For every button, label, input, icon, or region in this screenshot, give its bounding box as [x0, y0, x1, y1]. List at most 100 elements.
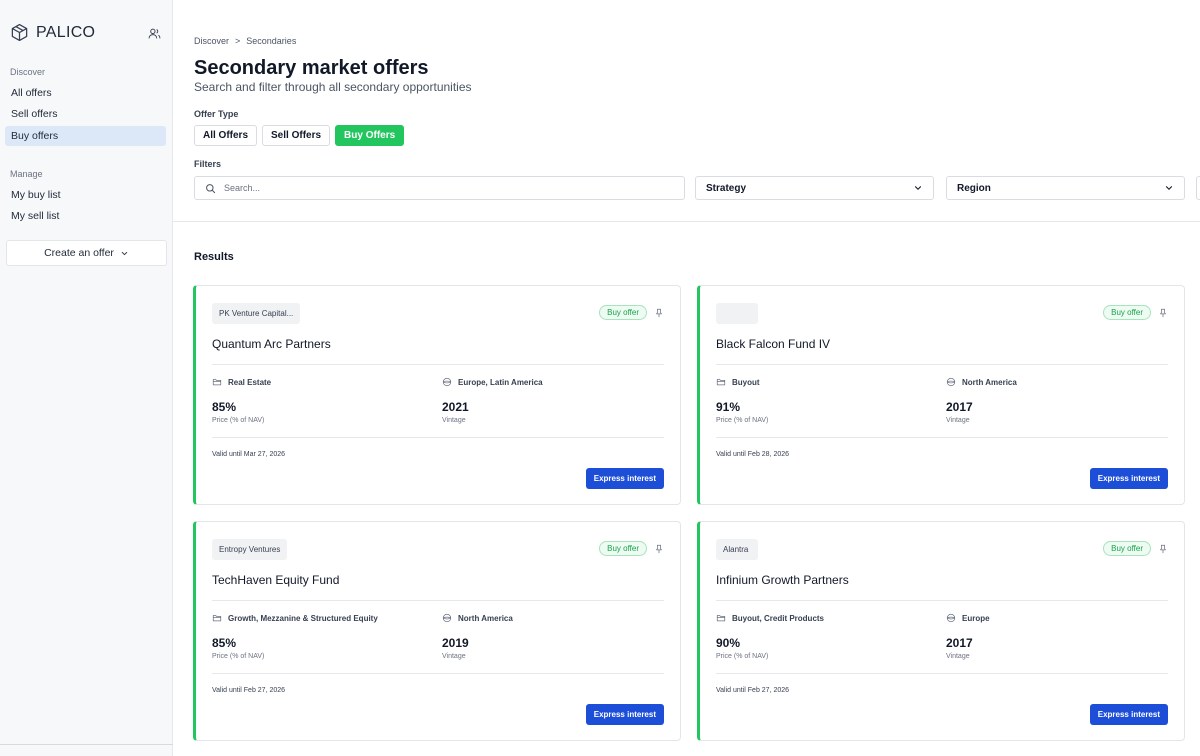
create-offer-label: Create an offer: [44, 247, 114, 259]
card-divider: [212, 364, 664, 365]
card-divider: [212, 673, 664, 674]
price-value: 91%: [716, 400, 741, 414]
vintage-value: 2019: [442, 636, 469, 650]
globe-icon: [442, 377, 452, 387]
price-value: 90%: [716, 636, 741, 650]
offer-type-label: Offer Type: [194, 109, 239, 119]
header-divider: [173, 221, 1200, 222]
results-title: Results: [194, 251, 234, 263]
strategy-attr: Buyout, Credit Products: [716, 613, 824, 623]
region-value: North America: [962, 377, 1017, 387]
card-badges: Buy offer: [1103, 541, 1168, 556]
buy-offer-badge: Buy offer: [1103, 305, 1151, 320]
tab-sell-offers[interactable]: Sell Offers: [262, 125, 331, 146]
tab-all-offers[interactable]: All Offers: [194, 125, 258, 146]
brand-name: PALICO: [36, 23, 96, 41]
region-value: Europe: [962, 613, 990, 623]
chevron-down-icon: [1164, 183, 1174, 193]
price-value: 85%: [212, 400, 237, 414]
folder-icon: [716, 379, 726, 386]
sidebar-item-sell-offers[interactable]: Sell offers: [11, 108, 58, 120]
offer-card[interactable]: Alantra Buy offer Infinium Growth Partne…: [697, 521, 1185, 741]
folder-icon: [212, 379, 222, 386]
sidebar-item-buy-offers[interactable]: Buy offers: [5, 126, 166, 146]
express-interest-button[interactable]: Express interest: [1089, 704, 1168, 725]
price-label: Price (% of NAV): [716, 417, 769, 424]
vintage-value: 2017: [946, 636, 973, 650]
discover-section-label: Discover: [10, 67, 46, 77]
region-value: North America: [458, 613, 513, 623]
card-divider: [716, 364, 1168, 365]
express-interest-button[interactable]: Express interest: [1089, 468, 1168, 489]
sidebar-item-my-sell-list[interactable]: My sell list: [11, 210, 60, 222]
globe-icon: [946, 377, 956, 387]
users-icon[interactable]: [148, 27, 161, 40]
strategy-attr: Buyout: [716, 377, 760, 387]
company-chip: Alantra: [716, 539, 758, 560]
pin-icon[interactable]: [1158, 308, 1168, 318]
page-title: Secondary market offers: [194, 57, 429, 79]
page-subtitle: Search and filter through all secondary …: [194, 80, 472, 94]
strategy-attr: Growth, Mezzanine & Structured Equity: [212, 613, 378, 623]
chevron-down-icon: [120, 249, 129, 258]
region-attr: North America: [442, 613, 513, 623]
strategy-select[interactable]: Strategy: [695, 176, 934, 200]
valid-until: Valid until Feb 27, 2026: [716, 687, 790, 694]
globe-icon: [946, 613, 956, 623]
vintage-label: Vintage: [442, 653, 466, 660]
more-filter-select[interactable]: [1196, 176, 1200, 200]
region-select[interactable]: Region: [946, 176, 1185, 200]
express-interest-button[interactable]: Express interest: [585, 468, 664, 489]
create-offer-button[interactable]: Create an offer: [6, 240, 167, 266]
vintage-value: 2017: [946, 400, 973, 414]
strategy-value: Real Estate: [228, 377, 272, 387]
chevron-down-icon: [913, 183, 923, 193]
strategy-value: Growth, Mezzanine & Structured Equity: [228, 613, 378, 623]
card-divider: [716, 600, 1168, 601]
card-divider: [716, 673, 1168, 674]
price-label: Price (% of NAV): [212, 417, 265, 424]
manage-section-label: Manage: [10, 169, 43, 179]
valid-until: Valid until Feb 27, 2026: [212, 687, 286, 694]
search-box: [194, 176, 685, 200]
fund-name[interactable]: Quantum Arc Partners: [212, 337, 331, 351]
fund-name[interactable]: Black Falcon Fund IV: [716, 337, 831, 351]
region-select-label: Region: [957, 182, 991, 194]
buy-offer-badge: Buy offer: [599, 541, 647, 556]
price-label: Price (% of NAV): [716, 653, 769, 660]
offer-card[interactable]: PK Venture Capital... Buy offer Quantum …: [193, 285, 681, 505]
sidebar-item-my-buy-list[interactable]: My buy list: [11, 189, 61, 201]
pin-icon[interactable]: [654, 308, 664, 318]
offer-card[interactable]: Buy offer Black Falcon Fund IV Buyout No…: [697, 285, 1185, 505]
brand[interactable]: PALICO: [10, 23, 95, 42]
valid-until: Valid until Mar 27, 2026: [212, 451, 286, 458]
breadcrumb-root[interactable]: Discover: [194, 36, 230, 46]
folder-icon: [716, 615, 726, 622]
breadcrumb-current: Secondaries: [246, 36, 297, 46]
sidebar-bottom-divider: [0, 744, 173, 745]
express-interest-button[interactable]: Express interest: [585, 704, 664, 725]
pin-icon[interactable]: [654, 544, 664, 554]
offer-card[interactable]: Entropy Ventures Buy offer TechHaven Equ…: [193, 521, 681, 741]
strategy-attr: Real Estate: [212, 377, 271, 387]
sidebar-item-all-offers[interactable]: All offers: [11, 87, 52, 99]
vintage-label: Vintage: [946, 653, 970, 660]
buy-offer-badge: Buy offer: [599, 305, 647, 320]
company-chip: PK Venture Capital...: [212, 303, 301, 324]
fund-name[interactable]: TechHaven Equity Fund: [212, 573, 340, 587]
breadcrumb-separator: >: [235, 36, 241, 46]
pin-icon[interactable]: [1158, 544, 1168, 554]
folder-icon: [212, 615, 222, 622]
region-attr: Europe, Latin America: [442, 377, 543, 387]
vintage-label: Vintage: [442, 417, 466, 424]
price-value: 85%: [212, 636, 237, 650]
tab-buy-offers[interactable]: Buy Offers: [335, 125, 405, 146]
search-input[interactable]: [224, 183, 664, 193]
company-chip: [716, 303, 758, 324]
search-icon: [205, 183, 216, 194]
fund-name[interactable]: Infinium Growth Partners: [716, 573, 849, 587]
breadcrumb: Discover > Secondaries: [194, 36, 296, 46]
region-attr: Europe: [946, 613, 990, 623]
region-value: Europe, Latin America: [458, 377, 543, 387]
vintage-label: Vintage: [946, 417, 970, 424]
